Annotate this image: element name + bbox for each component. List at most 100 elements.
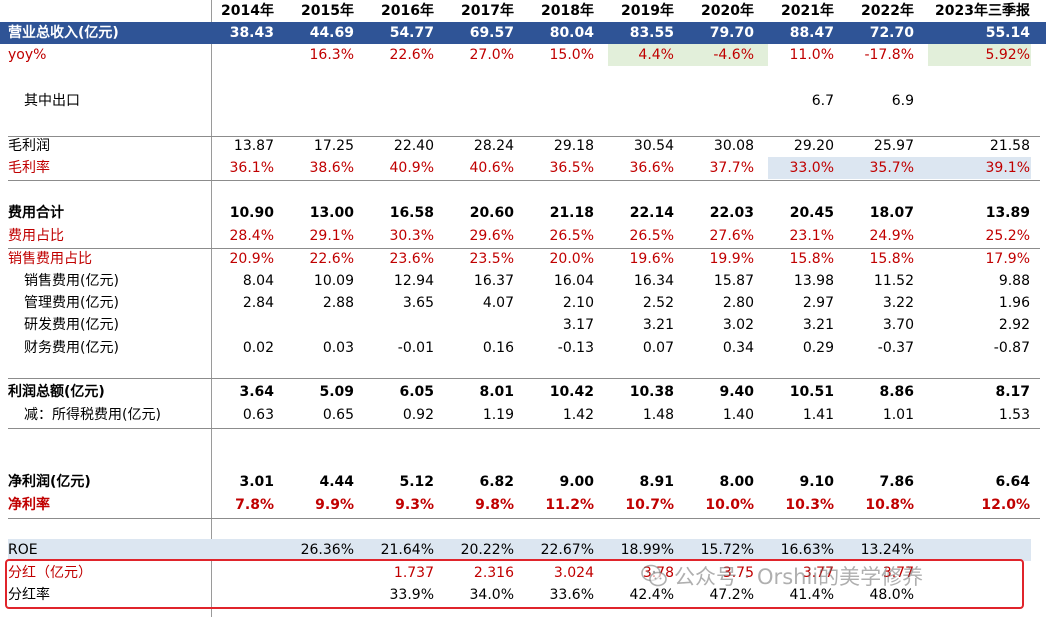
watermark: 公众号 · Orshii的美学修养 — [640, 561, 923, 591]
table-cell: 2.84 — [242, 295, 274, 311]
table-cell: 4.44 — [319, 474, 354, 490]
table-cell — [440, 90, 514, 112]
row-label: 费用占比 — [8, 228, 64, 244]
year-header: 2016年 — [381, 3, 434, 19]
table-cell: 26.5% — [629, 228, 674, 244]
table-cell: 0.63 — [242, 407, 274, 423]
table-cell: 16.37 — [473, 273, 514, 289]
table-cell: 42.4% — [629, 587, 674, 603]
table-cell: 12.94 — [393, 273, 434, 289]
table-cell: 22.14 — [629, 205, 674, 221]
table-cell: 88.47 — [789, 25, 834, 41]
gross-margin-highlight — [768, 157, 1031, 179]
table-cell: 29.1% — [309, 228, 354, 244]
table-cell: 1.96 — [998, 295, 1030, 311]
table-cell: 15.87 — [713, 273, 754, 289]
table-cell: 15.0% — [549, 47, 594, 63]
table-cell: 2.92 — [998, 317, 1030, 333]
table-cell: 13.98 — [793, 273, 834, 289]
table-cell: 13.89 — [985, 205, 1030, 221]
table-cell — [360, 314, 434, 336]
table-cell: 20.9% — [229, 251, 274, 267]
table-cell: 5.12 — [399, 474, 434, 490]
table-cell: 3.17 — [562, 317, 594, 333]
table-cell: 2.97 — [802, 295, 834, 311]
row-label: 利润总额(亿元) — [8, 384, 105, 400]
table-cell: 30.3% — [389, 228, 434, 244]
table-cell: 18.99% — [620, 542, 674, 558]
table-cell: 12.0% — [981, 497, 1030, 513]
table-row-expense: 费用合计 10.90 13.00 16.58 20.60 21.18 22.14 22.03 2… — [0, 202, 1046, 224]
table-cell: 3.21 — [802, 317, 834, 333]
table-cell — [280, 90, 354, 112]
year-header: 2023年三季报 — [935, 3, 1030, 19]
table-cell — [600, 90, 674, 112]
table-cell: 1.737 — [393, 565, 434, 581]
table-cell: 10.38 — [629, 384, 674, 400]
table-cell: 0.03 — [322, 340, 354, 356]
table-cell: 36.6% — [629, 160, 674, 176]
table-cell: 35.7% — [869, 160, 914, 176]
table-cell: 8.86 — [879, 384, 914, 400]
table-cell: 6.9 — [891, 93, 914, 109]
table-row-net: 净利润(亿元) 3.01 4.44 5.12 6.82 9.00 8.91 8.00 9.10 7… — [0, 471, 1046, 493]
column-separator — [211, 0, 212, 617]
table-cell — [200, 539, 274, 561]
table-row-profit: 利润总额(亿元) 3.64 5.09 6.05 8.01 10.42 10.38 9.40 10… — [0, 381, 1046, 403]
divider — [8, 180, 1040, 181]
table-cell: 0.02 — [242, 340, 274, 356]
table-row-export: 其中出口 6.7 6.9 — [0, 90, 1046, 112]
table-cell: 17.9% — [985, 251, 1030, 267]
table-cell: 1.19 — [482, 407, 514, 423]
table-cell: 3.024 — [553, 565, 594, 581]
table-cell: 15.8% — [869, 251, 914, 267]
table-cell — [920, 539, 1030, 561]
table-cell: 0.07 — [642, 340, 674, 356]
table-cell: 38.43 — [229, 25, 274, 41]
table-cell: 19.9% — [709, 251, 754, 267]
table-cell: 72.70 — [869, 25, 914, 41]
table-cell: 26.5% — [549, 228, 594, 244]
table-row-rnd: 研发费用(亿元) 3.17 3.21 3.02 3.21 3.70 2.92 — [0, 314, 1046, 336]
table-cell: 1.42 — [562, 407, 594, 423]
row-label: 销售费用(亿元) — [24, 273, 119, 289]
table-cell: 25.97 — [873, 138, 914, 154]
year-header: 2014年 — [221, 3, 274, 19]
table-cell: 29.6% — [469, 228, 514, 244]
year-header-row: 2014年 2015年 2016年 2017年 2018年 2019年 2020… — [0, 0, 1046, 22]
table-cell: 5.09 — [319, 384, 354, 400]
table-cell: 20.45 — [789, 205, 834, 221]
table-cell: 36.5% — [549, 160, 594, 176]
table-cell: 28.24 — [473, 138, 514, 154]
table-cell: 28.4% — [229, 228, 274, 244]
table-cell: 3.64 — [239, 384, 274, 400]
table-cell: 16.58 — [389, 205, 434, 221]
table-cell: 10.90 — [229, 205, 274, 221]
table-cell — [360, 90, 434, 112]
table-row-yoy: yoy% 16.3% 22.6% 27.0% 15.0% 4.4% -4.6% 11.0% -1… — [0, 44, 1046, 66]
table-cell: 13.87 — [233, 138, 274, 154]
table-cell: 2.10 — [562, 295, 594, 311]
table-cell: 5.92% — [985, 47, 1030, 63]
row-label: 毛利润 — [8, 138, 50, 154]
table-cell: -0.37 — [877, 340, 914, 356]
table-cell — [200, 314, 274, 336]
table-cell: 15.72% — [700, 542, 754, 558]
table-cell: 7.8% — [235, 497, 274, 513]
row-label: ROE — [8, 542, 38, 558]
table-cell: 3.21 — [642, 317, 674, 333]
table-cell: -0.01 — [397, 340, 434, 356]
table-cell: 3.65 — [402, 295, 434, 311]
table-cell: 10.51 — [789, 384, 834, 400]
table-row-sales-ratio: 销售费用占比 20.9% 22.6% 23.6% 23.5% 20.0% 19.6% 19.9… — [0, 248, 1046, 270]
row-label: 净利润(亿元) — [8, 474, 91, 490]
table-cell: 10.09 — [313, 273, 354, 289]
row-label: 毛利率 — [8, 160, 50, 176]
table-cell: 20.60 — [469, 205, 514, 221]
table-cell: 3.22 — [882, 295, 914, 311]
table-cell — [200, 44, 274, 66]
table-row-gross-margin: 毛利率 36.1% 38.6% 40.9% 40.6% 36.5% 36.6% 37.7% 33… — [0, 157, 1046, 179]
table-cell: 3.01 — [239, 474, 274, 490]
table-cell: 83.55 — [629, 25, 674, 41]
table-cell: 2.52 — [642, 295, 674, 311]
